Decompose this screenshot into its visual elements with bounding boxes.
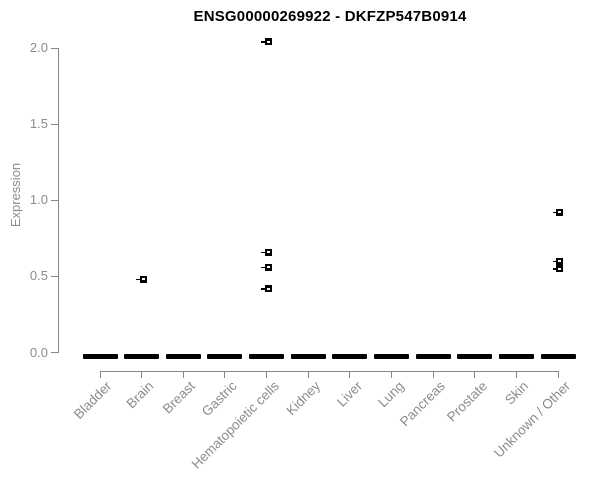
x-tick-label: Skin	[502, 378, 532, 408]
y-tick-mark	[51, 352, 58, 353]
outlier-point	[261, 285, 272, 293]
zero-expression-dash	[540, 353, 576, 359]
x-tick-label: Breast	[160, 378, 199, 417]
y-tick-mark	[51, 47, 58, 49]
zero-expression-dash	[124, 353, 160, 359]
x-tick-mark	[349, 371, 351, 378]
outlier-point	[552, 208, 564, 216]
x-tick-mark	[432, 371, 434, 378]
zero-expression-dash	[374, 353, 410, 359]
x-tick-mark	[141, 371, 143, 378]
zero-expression-dash	[165, 353, 201, 359]
y-tick-mark	[51, 199, 58, 201]
x-tick-label: Bladder	[71, 378, 115, 422]
y-tick-mark	[51, 275, 58, 277]
zero-expression-dash	[415, 353, 451, 359]
x-tick-label: Kidney	[283, 378, 324, 419]
outlier-point	[261, 263, 272, 271]
outlier-point	[261, 38, 272, 46]
x-tick-label: Brain	[123, 378, 157, 412]
y-axis-line	[58, 48, 59, 353]
zero-expression-dash	[457, 353, 493, 359]
x-tick-mark	[182, 371, 184, 378]
zero-expression-dash	[290, 353, 326, 359]
y-tick-label: 1.5	[29, 116, 48, 132]
outlier-point	[261, 248, 272, 256]
zero-expression-dash	[82, 353, 118, 359]
outlier-point	[552, 257, 564, 265]
y-tick-label: 0.0	[29, 344, 48, 360]
x-tick-mark	[99, 371, 101, 378]
zero-expression-dash	[499, 353, 535, 359]
x-tick-mark	[266, 371, 268, 378]
y-tick-label: 1.0	[29, 192, 48, 208]
x-tick-label: Lung	[374, 378, 407, 411]
outlier-point	[136, 275, 147, 283]
x-tick-mark	[474, 371, 476, 378]
x-tick-label: Unknown / Other	[490, 378, 574, 461]
x-tick-label: Gastric	[199, 378, 240, 420]
outlier-point	[552, 265, 564, 273]
y-tick-label: 0.5	[29, 268, 48, 284]
chart-title: ENSG00000269922 - DKFZP547B0914	[193, 8, 467, 25]
x-axis-line	[99, 371, 559, 372]
y-tick-mark	[51, 123, 58, 125]
x-tick-mark	[557, 371, 559, 378]
x-tick-mark	[224, 371, 226, 378]
x-tick-mark	[307, 371, 309, 378]
zero-expression-dash	[207, 353, 243, 359]
x-tick-label: Prostate	[443, 378, 490, 425]
y-tick-label: 2.0	[29, 40, 48, 55]
x-tick-mark	[516, 371, 518, 378]
zero-expression-dash	[332, 353, 368, 359]
zero-expression-dash	[249, 353, 285, 359]
x-tick-mark	[391, 371, 393, 378]
x-tick-label: Liver	[333, 378, 365, 410]
